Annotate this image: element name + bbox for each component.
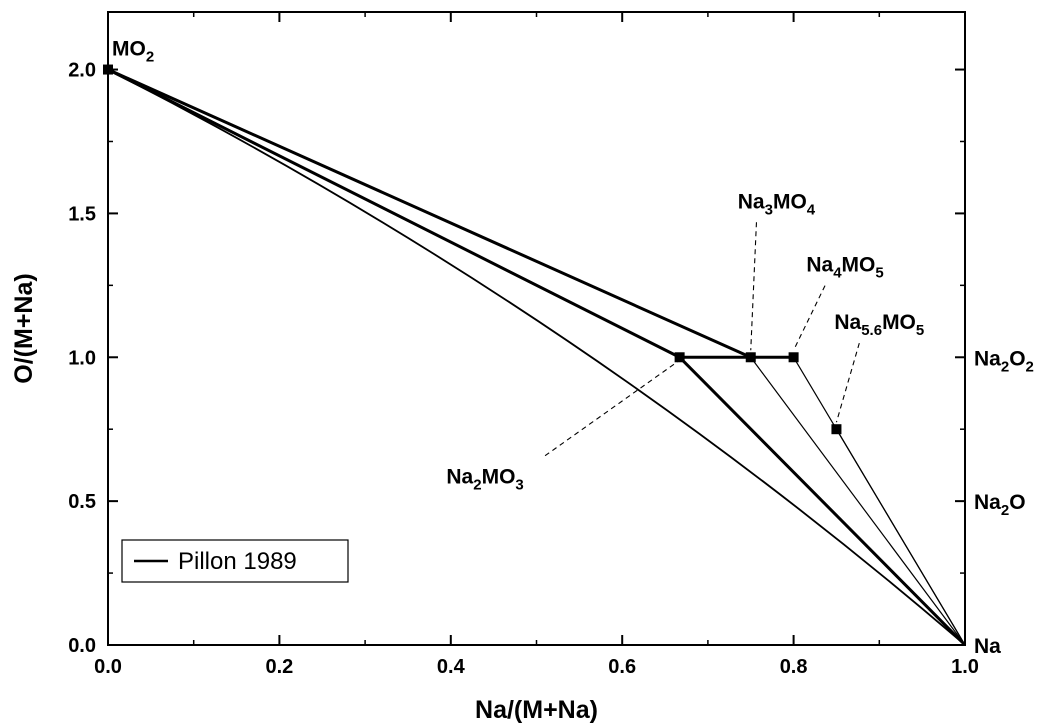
subscript: 2 — [1001, 502, 1009, 519]
leader-line-4 — [544, 359, 680, 457]
leader-line-2 — [793, 285, 826, 351]
y-tick-label: 0.5 — [68, 491, 96, 513]
data-point-3 — [788, 352, 799, 363]
subscript: 2 — [146, 49, 154, 66]
subscript: 2 — [1026, 358, 1034, 375]
subscript: 3 — [765, 201, 773, 218]
tie-line-1 — [107, 68, 681, 359]
y-axis-title: O/(M+Na) — [10, 273, 38, 383]
text-part: Na — [834, 311, 861, 334]
x-tick-label: 0.6 — [608, 656, 636, 678]
right-label-1: Na2O — [974, 491, 1026, 519]
text-part: MO — [882, 311, 916, 334]
y-tick-label: 0.0 — [68, 635, 96, 657]
text-part: MO — [773, 190, 807, 213]
text-part: Na — [974, 347, 1001, 370]
x-tick-label: 0.0 — [94, 656, 122, 678]
text-part: MO — [842, 254, 876, 277]
subscript: 2 — [1001, 358, 1009, 375]
axis-tick-labels: 0.0 0.2 0.4 0.6 0.8 1.0 0.0 0.5 1.0 1.5 2.0 — [68, 60, 979, 678]
subscript: 5 — [875, 265, 883, 282]
text-part: MO — [112, 38, 146, 61]
subscript: 4 — [807, 201, 816, 218]
compound-annotation-4: Na2MO3 — [446, 466, 523, 494]
text-part: Na — [974, 635, 1001, 658]
tie-line-7 — [835, 428, 966, 646]
x-axis-title: Na/(M+Na) — [475, 696, 598, 724]
legend-entry-label: Pillon 1989 — [178, 548, 297, 575]
x-tick-label: 0.2 — [265, 656, 293, 678]
x-tick-label: 0.4 — [437, 656, 466, 678]
text-part: MO — [482, 466, 516, 489]
tie-line-5 — [750, 356, 966, 646]
data-point-2 — [745, 352, 756, 363]
subscript: 2 — [473, 477, 481, 494]
text-part: Na — [974, 491, 1001, 514]
subscript: 3 — [515, 477, 523, 494]
text-part: Na — [738, 190, 765, 213]
text-part: Na — [806, 254, 833, 277]
tie-line-4 — [678, 356, 967, 647]
x-tick-label: 0.8 — [780, 656, 808, 678]
x-tick-label: 1.0 — [951, 656, 979, 678]
data-lines — [107, 68, 967, 647]
subscript: 5.6 — [861, 322, 882, 339]
leader-line-1 — [750, 222, 758, 351]
compound-annotation-2: Na4MO5 — [806, 254, 883, 282]
right-label-2: Na — [974, 635, 1001, 658]
tie-line-2 — [107, 68, 752, 359]
subscript: 4 — [833, 265, 842, 282]
legend: Pillon 1989 — [121, 539, 349, 583]
y-tick-label: 1.5 — [68, 203, 96, 225]
y-tick-label: 2.0 — [68, 60, 96, 82]
compound-annotation-3: Na5.6MO5 — [834, 311, 924, 339]
annotation-leaders — [544, 222, 860, 457]
compound-label-mo2: MO2 — [112, 38, 154, 66]
leader-line-3 — [835, 342, 860, 423]
data-point-4 — [831, 424, 842, 435]
subscript: 5 — [916, 322, 924, 339]
right-label-0: Na2O2 — [974, 347, 1034, 375]
tie-line-0 — [107, 68, 966, 646]
axis-ticks — [107, 12, 966, 646]
y-tick-label: 1.0 — [68, 347, 96, 369]
text-part: O — [1009, 491, 1025, 514]
text-part: O — [1009, 347, 1025, 370]
text-part: Na — [446, 466, 473, 489]
data-point-1 — [674, 352, 685, 363]
compound-annotation-1: Na3MO4 — [738, 190, 816, 218]
